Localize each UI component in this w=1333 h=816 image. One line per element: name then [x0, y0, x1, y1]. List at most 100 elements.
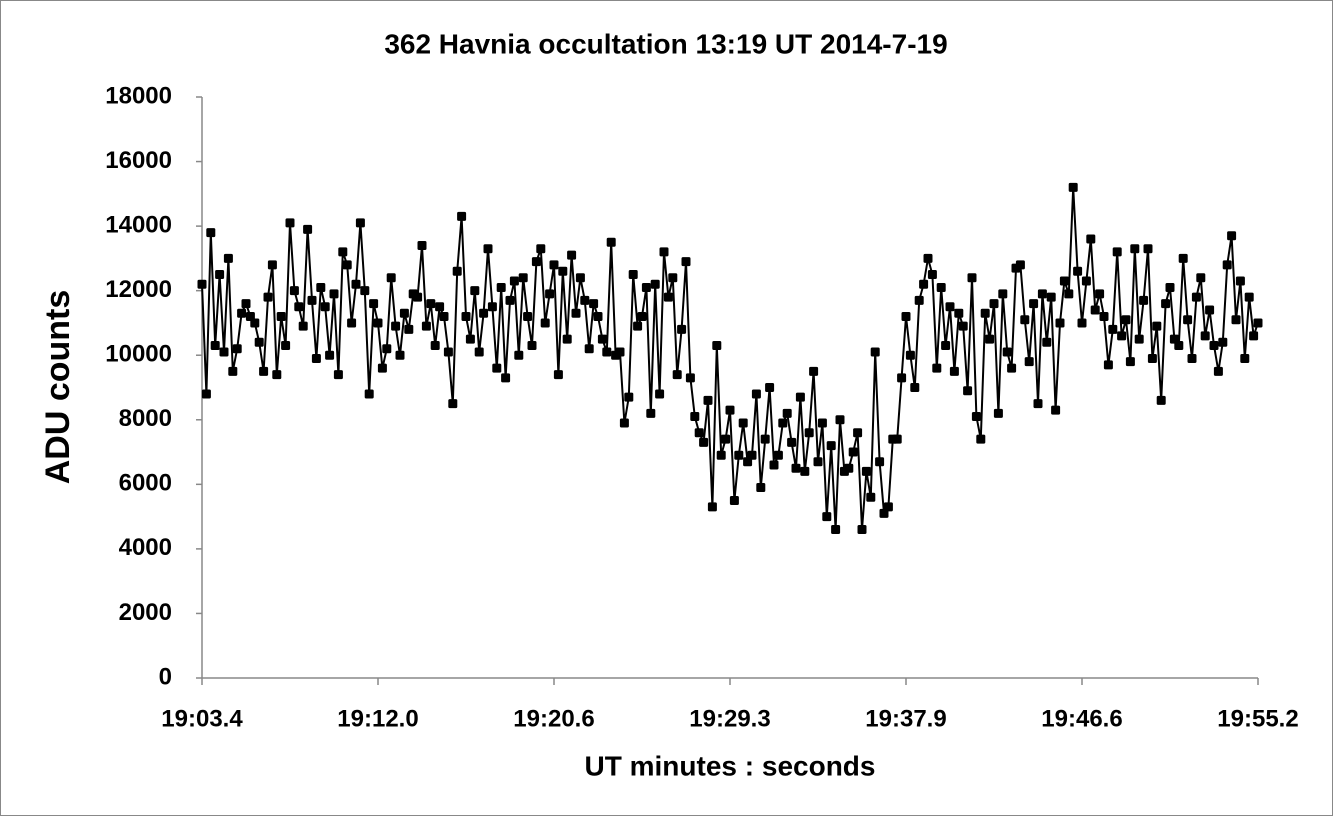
- y-tick-label: 18000: [105, 82, 172, 109]
- point-marker: [303, 224, 313, 234]
- point-marker: [250, 318, 260, 328]
- point-marker: [540, 318, 550, 328]
- point-marker: [514, 350, 524, 360]
- y-tick-label: 4000: [119, 534, 172, 561]
- point-marker: [703, 395, 713, 405]
- point-marker: [769, 460, 779, 470]
- point-marker: [782, 408, 792, 418]
- point-marker: [690, 412, 700, 422]
- point-marker: [457, 211, 467, 221]
- x-tick-label: 19:03.4: [161, 705, 243, 732]
- point-marker: [677, 324, 687, 334]
- point-marker: [650, 279, 660, 289]
- point-marker: [1161, 299, 1171, 309]
- point-marker: [496, 282, 506, 292]
- point-marker: [483, 244, 493, 254]
- point-marker: [1209, 341, 1219, 351]
- point-marker: [721, 434, 731, 444]
- point-marker: [206, 228, 216, 238]
- point-marker: [954, 308, 964, 318]
- point-marker: [404, 324, 414, 334]
- point-marker: [487, 302, 497, 312]
- point-marker: [575, 273, 585, 283]
- point-marker: [1095, 289, 1105, 299]
- point-marker: [795, 392, 805, 402]
- point-marker: [1007, 363, 1017, 373]
- point-marker: [377, 363, 387, 373]
- point-marker: [1187, 353, 1197, 363]
- point-marker: [435, 302, 445, 312]
- point-marker: [1183, 315, 1193, 325]
- point-marker: [1103, 360, 1113, 370]
- point-marker: [663, 292, 673, 302]
- point-marker: [637, 311, 647, 321]
- y-tick-label: 10000: [105, 341, 172, 368]
- point-marker: [945, 302, 955, 312]
- point-marker: [1073, 266, 1083, 276]
- point-marker: [963, 386, 973, 396]
- point-marker: [254, 337, 264, 347]
- point-marker: [976, 434, 986, 444]
- point-marker: [492, 363, 502, 373]
- point-marker: [756, 483, 766, 493]
- point-marker: [646, 408, 656, 418]
- y-tick-label: 6000: [119, 470, 172, 497]
- y-tick-label: 14000: [105, 211, 172, 238]
- point-marker: [998, 289, 1008, 299]
- point-marker: [1139, 295, 1149, 305]
- point-marker: [892, 434, 902, 444]
- point-marker: [232, 344, 242, 354]
- point-marker: [421, 321, 431, 331]
- point-marker: [1029, 299, 1039, 309]
- point-marker: [584, 344, 594, 354]
- point-marker: [311, 353, 321, 363]
- point-marker: [558, 266, 568, 276]
- point-marker: [699, 437, 709, 447]
- point-marker: [875, 457, 885, 467]
- point-marker: [716, 450, 726, 460]
- point-marker: [672, 370, 682, 380]
- point-marker: [971, 412, 981, 422]
- point-marker: [241, 299, 251, 309]
- point-marker: [452, 266, 462, 276]
- point-marker: [826, 441, 836, 451]
- point-marker: [1213, 366, 1223, 376]
- point-marker: [1024, 357, 1034, 367]
- y-axis-title: ADU counts: [39, 290, 77, 485]
- point-marker: [747, 450, 757, 460]
- point-marker: [342, 260, 352, 270]
- point-marker: [1099, 311, 1109, 321]
- point-marker: [333, 370, 343, 380]
- point-marker: [1200, 331, 1210, 341]
- x-axis-title: UT minutes : seconds: [585, 750, 876, 781]
- point-marker: [553, 370, 563, 380]
- point-marker: [734, 450, 744, 460]
- point-marker: [655, 389, 665, 399]
- point-marker: [914, 295, 924, 305]
- point-marker: [395, 350, 405, 360]
- point-marker: [932, 363, 942, 373]
- point-marker: [848, 447, 858, 457]
- point-marker: [813, 457, 823, 467]
- point-marker: [729, 495, 739, 505]
- point-marker: [545, 289, 555, 299]
- point-marker: [993, 408, 1003, 418]
- point-marker: [809, 366, 819, 376]
- point-marker: [1231, 315, 1241, 325]
- x-tick-label: 19:29.3: [689, 705, 770, 732]
- point-marker: [1249, 331, 1259, 341]
- y-tick-label: 16000: [105, 147, 172, 174]
- point-marker: [399, 308, 409, 318]
- point-marker: [597, 334, 607, 344]
- point-marker: [985, 334, 995, 344]
- point-marker: [294, 302, 304, 312]
- point-marker: [369, 299, 379, 309]
- point-marker: [580, 295, 590, 305]
- point-marker: [773, 450, 783, 460]
- point-marker: [1051, 405, 1061, 415]
- point-marker: [668, 273, 678, 283]
- point-marker: [694, 428, 704, 438]
- point-marker: [738, 418, 748, 428]
- point-marker: [430, 341, 440, 351]
